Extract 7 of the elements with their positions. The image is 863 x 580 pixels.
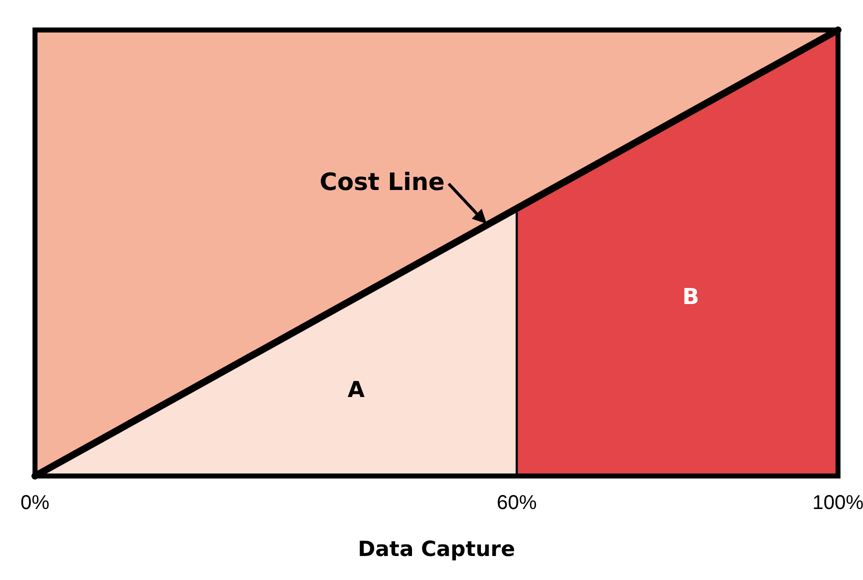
annotation: Cost Line	[320, 168, 445, 196]
x-tick-label: 100%	[812, 492, 863, 514]
series-label: A	[348, 378, 365, 403]
x-axis-title: Data Capture	[358, 537, 516, 561]
x-tick-label: 60%	[496, 492, 538, 514]
x-tick-label: 0%	[20, 492, 50, 514]
series-label: B	[682, 284, 700, 310]
